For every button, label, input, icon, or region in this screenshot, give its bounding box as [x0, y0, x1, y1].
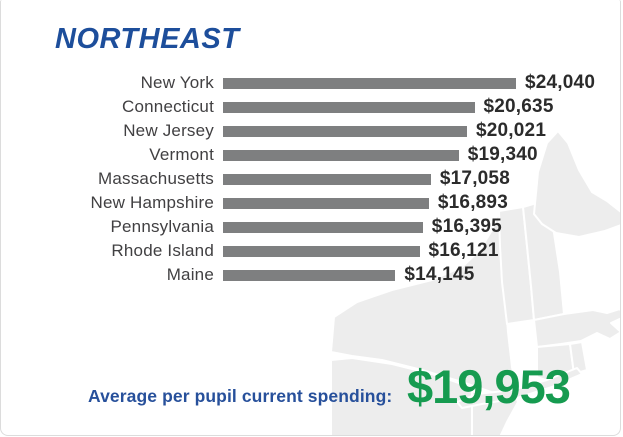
state-label: Connecticut — [122, 97, 214, 116]
bar-row: New Jersey $20,021 — [1, 119, 620, 143]
value-label: $17,058 — [439, 168, 510, 189]
average-spending-label: Average per pupil current spending: — [88, 386, 393, 406]
bar-row: Connecticut $20,635 — [1, 95, 620, 119]
bar-row: Maine $14,145 — [1, 263, 620, 287]
bar — [223, 77, 516, 89]
bar — [223, 125, 467, 137]
value-label: $20,635 — [483, 96, 554, 117]
bar — [223, 245, 420, 257]
value-label: $16,121 — [428, 240, 499, 261]
bar-rows: New York $24,040 Connecticut $20,635 New Jer… — [1, 71, 620, 287]
value-label: $14,145 — [404, 264, 475, 285]
state-label: New York — [140, 73, 214, 92]
region-title: NORTHEAST — [55, 23, 240, 55]
state-label: Pennsylvania — [110, 217, 214, 236]
value-label: $16,893 — [437, 192, 508, 213]
bar-row: Rhode Island $16,121 — [1, 239, 620, 263]
bar — [223, 269, 396, 281]
bar-row: New York $24,040 — [1, 71, 620, 95]
bar-row: New Hampshire $16,893 — [1, 191, 620, 215]
average-spending-value: $19,953 — [407, 359, 571, 413]
bar — [223, 173, 431, 185]
bar — [223, 221, 423, 233]
map-state-massachusetts — [533, 308, 620, 348]
bar-row: Vermont $19,340 — [1, 143, 620, 167]
bar — [223, 149, 459, 161]
bar — [223, 101, 475, 113]
bar-chart: New York $24,040 Connecticut $20,635 New Jer… — [1, 71, 620, 287]
state-label: New Hampshire — [90, 193, 214, 212]
value-label: $20,021 — [476, 120, 547, 141]
value-label: $16,395 — [431, 216, 502, 237]
bar-row: Massachusetts $17,058 — [1, 167, 620, 191]
state-label: New Jersey — [123, 121, 214, 140]
value-label: $19,340 — [467, 144, 538, 165]
bar-row: Pennsylvania $16,395 — [1, 215, 620, 239]
state-label: Vermont — [149, 145, 214, 164]
state-label: Rhode Island — [111, 241, 214, 260]
map-state-rhode-island — [569, 341, 588, 375]
state-label: Maine — [166, 265, 214, 284]
state-label: Massachusetts — [98, 169, 214, 188]
bar — [223, 197, 429, 209]
value-label: $24,040 — [525, 72, 596, 93]
